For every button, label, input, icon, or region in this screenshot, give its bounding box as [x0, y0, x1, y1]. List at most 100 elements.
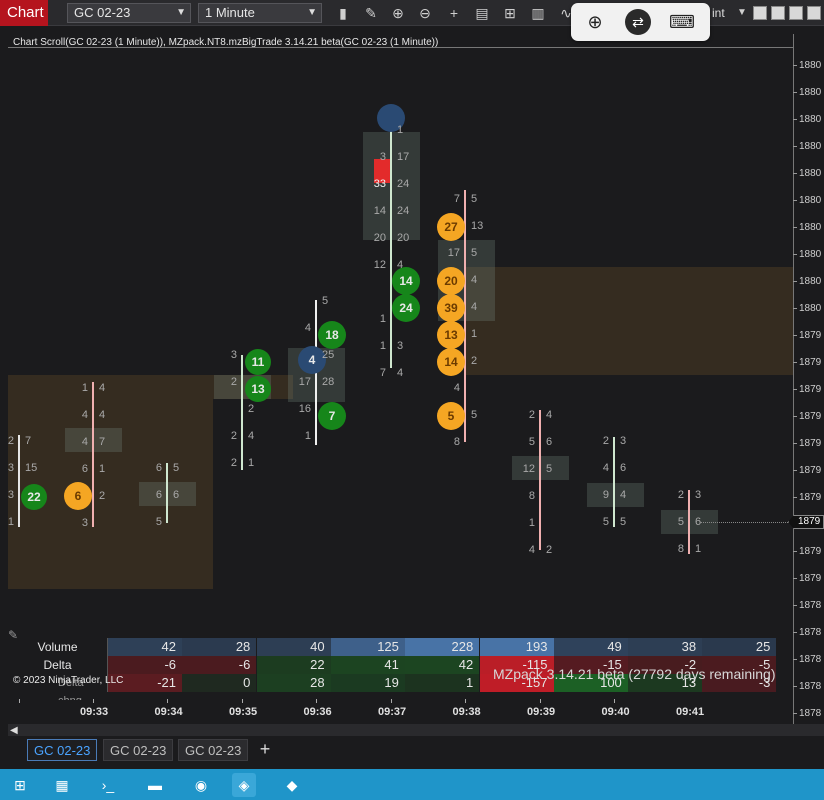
bid-volume: 2	[677, 489, 684, 501]
time-tick	[391, 699, 392, 703]
ask-volume: 4	[248, 430, 255, 442]
tab-chart-3[interactable]: GC 02-23	[178, 739, 249, 761]
time-axis[interactable]	[8, 700, 793, 724]
price-axis[interactable]	[793, 34, 824, 724]
minimize-button[interactable]	[753, 6, 767, 20]
big-trade-bubble[interactable]: 14	[437, 348, 465, 376]
zoom-out-icon[interactable]: ⊖	[419, 5, 431, 21]
time-tick	[316, 699, 317, 703]
time-tick	[540, 699, 541, 703]
ninjatrader-icon[interactable]: ◈	[232, 773, 256, 797]
candle-body	[166, 463, 168, 523]
properties-icon[interactable]: ▤	[475, 5, 489, 21]
big-trade-bubble[interactable]: 14	[392, 267, 420, 295]
volume-cell: 228	[405, 638, 480, 656]
ask-volume: 17	[397, 151, 410, 163]
close-button[interactable]	[807, 6, 821, 20]
ask-volume: 4	[99, 409, 106, 421]
time-tick	[465, 699, 466, 703]
ask-volume: 6	[546, 436, 553, 448]
horizontal-scrollbar[interactable]: ◀	[8, 724, 824, 736]
delta-cell: -5	[702, 656, 777, 674]
ask-volume: 4	[397, 259, 404, 271]
zoom-in-icon[interactable]: ⊕	[392, 5, 404, 21]
candle-body	[539, 410, 541, 550]
ask-volume: 5	[620, 516, 627, 528]
time-tick	[93, 699, 94, 703]
big-trade-bubble[interactable]: 11	[245, 349, 271, 375]
big-trade-bubble[interactable]: 4	[298, 346, 326, 374]
bid-volume: 4	[602, 462, 609, 474]
bid-volume: 16	[298, 403, 311, 415]
title-divider	[8, 47, 793, 48]
file-explorer-icon[interactable]: ▦	[55, 777, 69, 793]
big-trade-bubble[interactable]: 13	[245, 376, 271, 402]
volume-cell: 49	[553, 638, 628, 656]
bid-volume: 12	[522, 463, 535, 475]
powershell-icon[interactable]: ›_	[101, 777, 115, 793]
time-tick	[242, 699, 243, 703]
instrument-selector[interactable]: GC 02-23 ▼	[67, 3, 191, 23]
ask-volume: 6	[620, 462, 627, 474]
folder-icon[interactable]: ▬	[148, 777, 162, 793]
ask-volume: 4	[620, 489, 627, 501]
big-trade-bubble[interactable]: 39	[437, 294, 465, 322]
big-trade-bubble[interactable]: 18	[318, 321, 346, 349]
remote-icon[interactable]: ⇄	[625, 9, 651, 35]
ask-volume: 1	[248, 457, 255, 469]
bid-volume: 3	[230, 349, 237, 361]
bars-icon[interactable]: ▮	[339, 5, 347, 21]
windows-start-icon[interactable]: ⊞	[14, 777, 26, 793]
bid-volume: 2	[528, 409, 535, 421]
big-trade-bubble[interactable]: 20	[437, 267, 465, 295]
bid-volume: 2	[230, 457, 237, 469]
bid-volume: 17	[447, 247, 460, 259]
bid-volume: 6	[81, 463, 88, 475]
ask-volume: 5	[322, 295, 329, 307]
magnify-icon[interactable]: ⊕	[587, 12, 603, 32]
big-trade-bubble[interactable]: 7	[318, 402, 346, 430]
strategies-icon[interactable]: ∿	[560, 5, 572, 21]
imbalance-cell	[374, 159, 391, 183]
big-trade-bubble[interactable]: 13	[437, 321, 465, 349]
pencil-icon[interactable]: ✎	[365, 5, 377, 21]
stats-row-label: Delta	[8, 656, 108, 674]
indicators-icon[interactable]: ▥	[531, 5, 545, 21]
chrome-icon[interactable]: ◉	[194, 777, 208, 793]
delta-cell: -115	[479, 656, 554, 674]
stats-row-label: Volume	[8, 638, 108, 656]
interval-selector[interactable]: 1 Minute ▼	[198, 3, 322, 23]
big-trade-bubble[interactable]: 6	[64, 482, 92, 510]
app-icon[interactable]: ◆	[286, 777, 298, 793]
chevron-down-icon[interactable]: ▼	[737, 7, 747, 18]
ask-volume: 4	[471, 301, 478, 313]
add-tab-button[interactable]: +	[259, 739, 271, 759]
big-trade-bubble[interactable]: 5	[437, 402, 465, 430]
scroll-left-icon[interactable]: ◀	[10, 725, 18, 736]
restore-button[interactable]	[789, 6, 803, 20]
tab-chart-2[interactable]: GC 02-23	[103, 739, 174, 761]
ask-volume: 5	[173, 462, 180, 474]
ask-volume: 24	[397, 178, 410, 190]
big-trade-bubble[interactable]: 24	[392, 294, 420, 322]
volume-cell: 125	[330, 638, 405, 656]
keyboard-icon[interactable]: ⌨	[669, 12, 695, 32]
big-trade-bubble[interactable]: 22	[21, 484, 47, 510]
time-tick	[167, 699, 168, 703]
chart-title: Chart Scroll(GC 02-23 (1 Minute)), MZpac…	[13, 37, 439, 48]
big-trade-bubble[interactable]: 27	[437, 213, 465, 241]
maximize-button[interactable]	[771, 6, 785, 20]
bid-volume: 1	[7, 516, 14, 528]
drawing-tool-icon[interactable]: ✎	[8, 628, 19, 642]
bid-volume: 6	[155, 462, 162, 474]
ask-volume: 4	[397, 367, 404, 379]
big-trade-bubble[interactable]	[377, 104, 405, 132]
candle-body	[18, 435, 20, 527]
bid-volume: 8	[677, 543, 684, 555]
tab-chart-1[interactable]: GC 02-23	[27, 739, 98, 761]
templates-icon[interactable]: ⊞	[504, 5, 516, 21]
delta_change-cell: 28	[256, 674, 331, 692]
crosshair-icon[interactable]: +	[449, 5, 459, 21]
bid-volume: 7	[453, 193, 460, 205]
bid-volume: 4	[81, 409, 88, 421]
